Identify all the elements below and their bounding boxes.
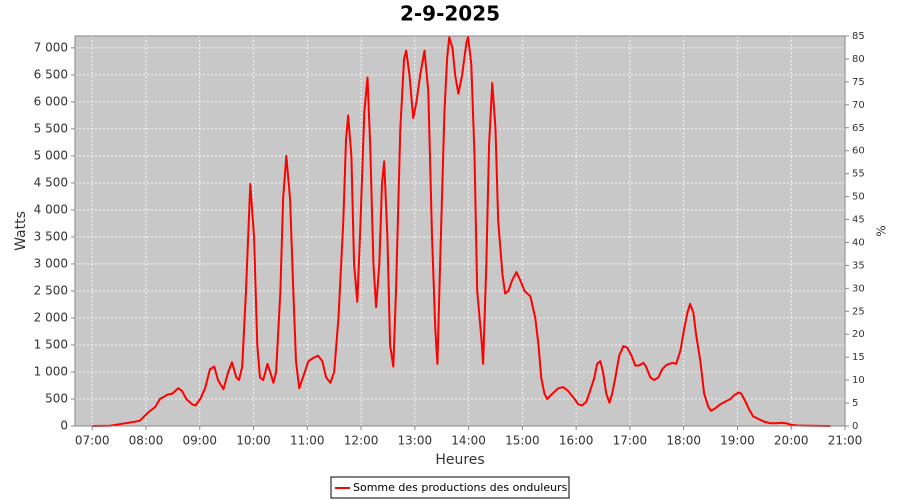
y2-tick-label: 25 [852, 306, 865, 317]
y-tick-label: 1 500 [34, 337, 68, 351]
x-tick-label: 18:00 [666, 434, 701, 448]
x-tick-label: 12:00 [344, 434, 379, 448]
y-tick-label: 3 500 [34, 229, 68, 243]
y-tick-label: 2 000 [34, 310, 68, 324]
x-tick-label: 09:00 [182, 434, 217, 448]
x-axis-label: Heures [435, 452, 484, 468]
y-tick-label: 1 000 [34, 364, 68, 378]
y2-tick-label: 55 [852, 169, 865, 180]
y2-tick-label: 60 [852, 146, 865, 157]
y-tick-label: 0 [60, 419, 68, 433]
y2-tick-label: 40 [852, 237, 865, 248]
x-tick-label: 16:00 [559, 434, 594, 448]
plot [92, 36, 831, 427]
y-tick-label: 6 000 [34, 94, 68, 108]
y-tick-label: 6 500 [34, 67, 68, 81]
y2-tick-label: 20 [852, 329, 865, 340]
y2-axis-label: % [875, 225, 889, 236]
y-tick-label: 5 000 [34, 148, 68, 162]
legend: Somme des productions des onduleurs [330, 476, 570, 499]
x-tick-label: 20:00 [774, 434, 809, 448]
y2-tick-label: 10 [852, 375, 865, 386]
y-tick-label: 4 500 [34, 175, 68, 189]
x-tick-label: 08:00 [129, 434, 164, 448]
y-tick-label: 2 500 [34, 283, 68, 297]
x-tick-label: 07:00 [75, 434, 110, 448]
plot-border [74, 35, 846, 427]
x-tick-label: 11:00 [290, 434, 325, 448]
y2-tick-label: 85 [852, 31, 865, 42]
y2-tick-label: 35 [852, 260, 865, 271]
y2-tick-label: 0 [852, 421, 858, 432]
y-tick-label: 5 500 [34, 121, 68, 135]
y2-tick-label: 80 [852, 54, 865, 65]
y2-tick-label: 5 [852, 398, 858, 409]
y2-tick-label: 65 [852, 123, 865, 134]
y-axis-label: Watts [13, 211, 29, 251]
chart-title: 2-9-2025 [400, 2, 500, 26]
y-tick-label: 4 000 [34, 202, 68, 216]
y-tick-label: 3 000 [34, 256, 68, 270]
y2-tick-label: 75 [852, 77, 865, 88]
y2-tick-label: 50 [852, 192, 865, 203]
legend-label: Somme des productions des onduleurs [353, 481, 568, 494]
x-tick-label: 13:00 [398, 434, 433, 448]
y-tick-label: 500 [45, 391, 68, 405]
y2-tick-label: 30 [852, 283, 865, 294]
legend-box [330, 476, 570, 499]
y2-tick-label: 15 [852, 352, 865, 363]
x-tick-label: 14:00 [451, 434, 486, 448]
y2-tick-label: 70 [852, 100, 865, 111]
x-tick-label: 17:00 [613, 434, 648, 448]
x-tick-label: 10:00 [236, 434, 271, 448]
x-tick-label: 21:00 [828, 434, 863, 448]
series-line [92, 36, 831, 427]
y-tick-label: 7 000 [34, 40, 68, 54]
y2-tick-label: 45 [852, 215, 865, 226]
plot-area [75, 36, 845, 426]
x-tick-label: 19:00 [720, 434, 755, 448]
x-tick-label: 15:00 [505, 434, 540, 448]
